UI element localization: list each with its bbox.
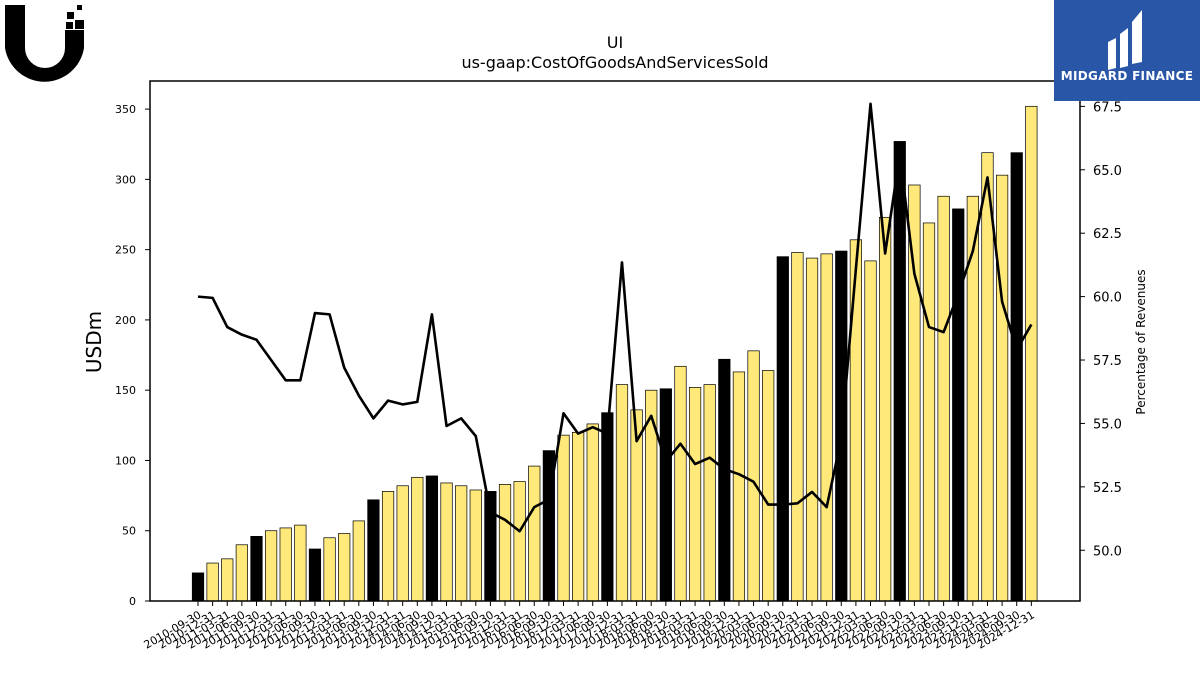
- bar-2013-03-31: [338, 533, 351, 602]
- bar-2015-12-31: [498, 484, 512, 602]
- bar-2019-09-30: [718, 358, 731, 602]
- y-right-tick-label: 57.5: [1093, 354, 1122, 369]
- bar-2023-12-31: [966, 195, 979, 602]
- y-right-tick-label: 52.5: [1093, 481, 1122, 496]
- bar-2010-09-30: [191, 572, 205, 602]
- bar-2020-06-30: [762, 370, 775, 602]
- bar-2012-03-31: [279, 527, 292, 602]
- bar-2021-12-31: [849, 239, 863, 602]
- midgard-mark-icon: [1108, 10, 1142, 70]
- chart-title: UI: [606, 33, 624, 52]
- bar-2020-03-31: [747, 350, 760, 602]
- y-left-tick-label: 300: [115, 173, 136, 186]
- bar-2013-06-30: [352, 520, 365, 602]
- line-percentage-of-revenues: [197, 102, 1033, 533]
- bar-2014-12-31: [440, 482, 453, 602]
- x-axis: 2010-09-302010-12-312011-03-312011-06-30…: [142, 601, 1037, 652]
- bar-2020-09-30: [776, 256, 789, 602]
- bar-2021-06-30: [820, 253, 833, 602]
- y-axis-right-label: Percentage of Revenues: [1134, 269, 1148, 414]
- y-left-tick-label: 50: [122, 525, 136, 538]
- bar-2022-06-30: [879, 216, 892, 602]
- y-right-tick-label: 62.5: [1093, 227, 1122, 242]
- bar-2019-03-31: [688, 387, 702, 602]
- bar-2012-06-30: [294, 524, 307, 602]
- bar-2018-12-31: [674, 365, 687, 602]
- bar-2012-12-31: [323, 537, 336, 602]
- bar-2011-12-31: [265, 530, 278, 602]
- bar-2017-12-31: [615, 384, 629, 602]
- y-left-tick-label: 150: [115, 384, 136, 397]
- bar-2017-06-30: [586, 423, 599, 602]
- bar-2012-09-30: [308, 548, 322, 602]
- bar-2024-12-31: [1025, 105, 1038, 602]
- y-left-tick-label: 0: [129, 595, 136, 608]
- y-right-tick-label: 55.0: [1093, 417, 1122, 432]
- bar-2019-06-30: [703, 384, 716, 602]
- bar-2014-06-30: [411, 476, 424, 602]
- plot-frame: [149, 80, 1081, 602]
- bar-2017-09-30: [601, 412, 614, 602]
- bar-group: [191, 105, 1038, 602]
- bar-2017-03-31: [572, 432, 585, 602]
- midgard-finance-logo: MIDGARD FINANCE: [1054, 0, 1200, 101]
- y-right-tick-label: 50.0: [1093, 544, 1122, 559]
- brand-name: MIDGARD FINANCE: [1060, 69, 1194, 83]
- bar-2014-03-31: [396, 485, 409, 602]
- bar-2023-03-31: [922, 222, 936, 602]
- bar-2019-12-31: [732, 371, 746, 602]
- y-right-tick-label: 60.0: [1093, 291, 1122, 306]
- bar-2010-12-31: [206, 562, 219, 602]
- y-left-tick-label: 350: [115, 103, 136, 116]
- y-axis-left: 0 50 100 150 200 250 300 350: [115, 103, 150, 608]
- y-left-tick-label: 200: [115, 314, 136, 327]
- y-left-tick-label: 100: [115, 454, 136, 467]
- bar-2015-03-31: [455, 485, 468, 602]
- bar-2018-09-30: [659, 388, 672, 602]
- bar-2024-09-30: [1010, 152, 1023, 602]
- bar-2016-03-31: [513, 481, 526, 602]
- bar-2013-09-30: [367, 499, 380, 602]
- bar-2023-09-30: [952, 208, 965, 602]
- bar-2022-03-31: [864, 260, 877, 602]
- bar-2011-09-30: [250, 535, 263, 602]
- line-layer: [197, 102, 1033, 533]
- y-right-tick-label: 65.0: [1093, 164, 1122, 179]
- y-right-tick-label: 67.5: [1093, 100, 1122, 115]
- bar-2011-03-31: [221, 558, 234, 602]
- bar-2023-06-30: [937, 195, 950, 602]
- bar-2011-06-30: [235, 544, 248, 602]
- y-left-tick-label: 250: [115, 244, 136, 257]
- y-axis-right: 50.0 52.5 55.0 57.5 60.0 62.5 65.0 67.5: [1080, 100, 1122, 559]
- bar-2016-12-31: [557, 434, 570, 602]
- bar-2016-06-30: [528, 465, 541, 602]
- y-axis-left-label: USDm: [82, 311, 106, 373]
- bar-2014-09-30: [425, 475, 439, 602]
- bar-2021-03-31: [805, 257, 819, 602]
- ubiquiti-logo: [5, 5, 84, 82]
- bar-2020-12-31: [791, 252, 804, 602]
- bar-2015-06-30: [469, 489, 482, 602]
- bar-2013-12-31: [381, 491, 395, 602]
- bar-2022-09-30: [893, 141, 906, 602]
- chart-subtitle: us-gaap:CostOfGoodsAndServicesSold: [461, 53, 769, 72]
- bar-2024-06-30: [995, 174, 1009, 602]
